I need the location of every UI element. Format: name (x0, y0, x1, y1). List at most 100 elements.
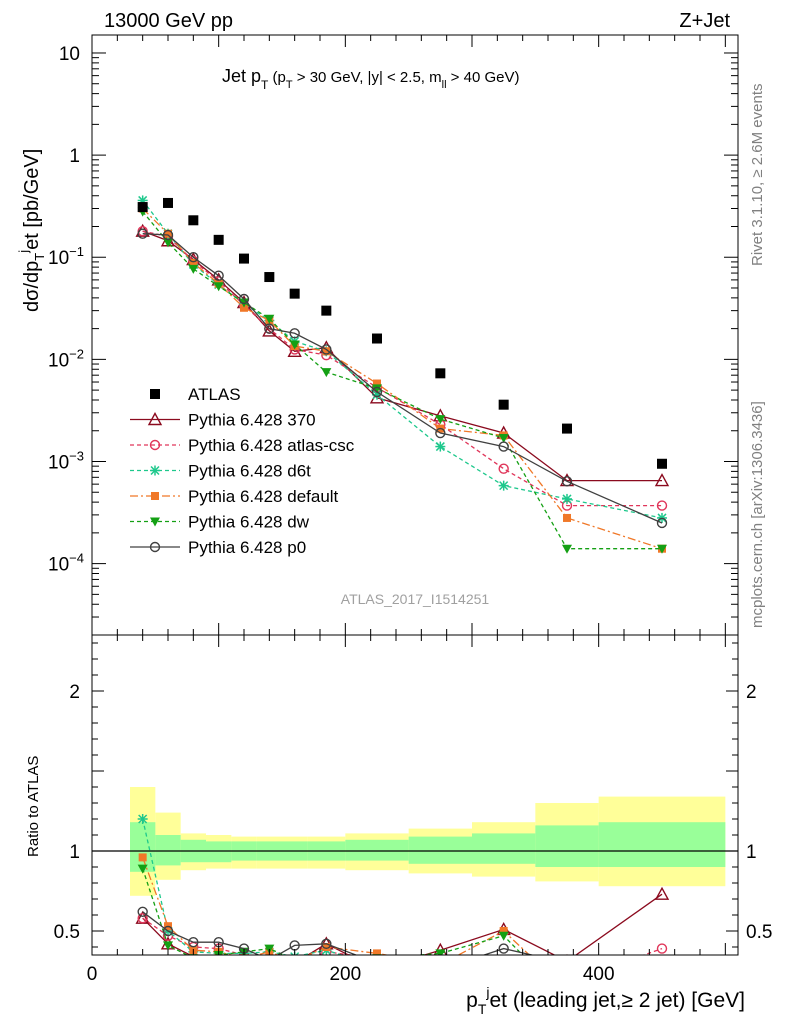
data-point (262, 323, 277, 337)
data-point (267, 954, 272, 955)
ratio-band-stat (535, 825, 599, 867)
ratio-band-stat (206, 841, 232, 863)
data-point (188, 252, 199, 263)
data-point (562, 544, 572, 554)
data-point (213, 270, 224, 281)
data-point (149, 541, 161, 553)
ratio-band-stat (598, 822, 726, 867)
data-point (438, 954, 443, 955)
data-point (213, 282, 224, 292)
data-point (322, 943, 331, 951)
data-point (498, 399, 509, 410)
data-point (436, 965, 445, 974)
data-point (372, 384, 382, 394)
ratio-band-stat (472, 833, 536, 864)
data-point (321, 938, 332, 949)
legend-label: Pythia 6.428 atlas-csc (188, 436, 355, 455)
data-point (498, 463, 509, 474)
data-point (162, 925, 174, 937)
series-line (142, 233, 663, 524)
data-point (163, 941, 173, 951)
data-point (163, 197, 173, 208)
legend-label: Pythia 6.428 370 (188, 411, 316, 430)
data-point (657, 544, 667, 554)
data-point (138, 853, 147, 862)
data-point (562, 493, 572, 504)
ratio-y-tick-label-right: 0.5 (746, 922, 772, 943)
x-tick-label: 400 (583, 964, 615, 985)
data-point (373, 379, 381, 388)
data-point (137, 913, 148, 924)
data-point (498, 480, 509, 491)
data-point (263, 970, 275, 981)
ratio-panel-bands (92, 787, 738, 896)
data-point (151, 492, 159, 500)
data-point (498, 433, 509, 443)
data-point (322, 347, 331, 356)
rivet-label: Rivet 3.1.10, ≥ 2.6M events (749, 84, 766, 267)
data-point (290, 962, 299, 971)
main-y-tick-label: 10−2 (48, 346, 84, 371)
data-point (289, 340, 300, 350)
data-point (562, 974, 572, 984)
data-point (373, 959, 382, 968)
ratio-y-tick-label-left: 0.5 (54, 922, 80, 943)
data-point (372, 333, 382, 344)
data-point (498, 441, 509, 452)
data-point (435, 427, 446, 439)
data-point (498, 931, 509, 941)
legend-label: Pythia 6.428 p0 (188, 538, 306, 557)
data-point (264, 314, 275, 324)
main-y-tick-label: 10 (59, 44, 80, 65)
data-point (290, 956, 300, 965)
data-point (163, 238, 173, 248)
data-point (238, 293, 250, 305)
data-point (149, 439, 161, 451)
data-point (150, 465, 160, 476)
main-panel-series (135, 195, 670, 554)
data-point (287, 343, 302, 357)
data-point (239, 253, 249, 264)
data-point (188, 215, 199, 226)
data-point (372, 954, 382, 955)
data-point (264, 272, 275, 283)
data-point (372, 961, 382, 971)
data-point (188, 264, 199, 274)
data-point (563, 959, 572, 968)
data-point (654, 473, 670, 487)
data-point (435, 949, 446, 955)
data-point (321, 305, 332, 316)
main-chart-title: Jet pT (pT > 30 GeV, |y| < 2.5, mll > 40… (222, 66, 519, 92)
data-point (499, 927, 508, 935)
data-point (321, 368, 332, 378)
data-point (435, 441, 446, 452)
main-y-tick-label: 10−3 (48, 448, 84, 473)
ratio-y-tick-label-right: 1 (746, 842, 757, 863)
data-point (321, 344, 332, 355)
data-point (499, 968, 508, 977)
data-point (188, 954, 199, 955)
data-point (373, 949, 381, 955)
data-point (656, 943, 668, 954)
data-point (435, 415, 446, 425)
main-y-tick-label: 10−1 (48, 244, 84, 269)
legend-label: Pythia 6.428 d6t (188, 462, 311, 481)
x-axis-label: pTjet (leading jet,≥ 2 jet) [GeV] (466, 984, 745, 1017)
data-point (137, 864, 148, 874)
process-label: Z+Jet (679, 10, 730, 32)
data-point (566, 953, 568, 955)
data-point (289, 288, 300, 299)
data-point (147, 412, 163, 426)
data-point (656, 500, 668, 511)
data-point (656, 517, 668, 529)
main-y-tick-label: 1 (69, 146, 80, 167)
data-point (189, 258, 198, 267)
data-point (264, 323, 275, 334)
data-point (289, 328, 300, 339)
data-point (657, 960, 667, 970)
main-y-axis-label: dσ/dpTjet [pb/GeV] (16, 149, 47, 312)
ratio-band-stat (345, 839, 409, 861)
main-panel-axes: 10 1 10−1 10−2 10−3 10−4 (48, 35, 738, 636)
ratio-y-tick-label-left: 2 (69, 682, 80, 703)
